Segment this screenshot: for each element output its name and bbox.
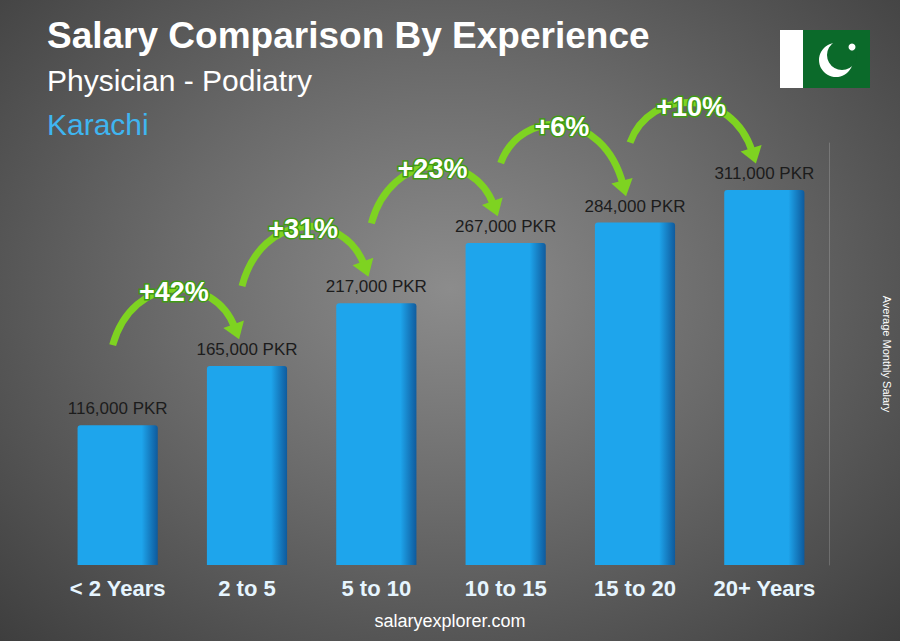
- svg-text:15 to 20: 15 to 20: [594, 576, 676, 601]
- svg-text:< 2 Years: < 2 Years: [70, 576, 166, 601]
- svg-text:5 to 10: 5 to 10: [341, 576, 411, 601]
- svg-text:Salary Comparison By Experienc: Salary Comparison By Experience: [47, 15, 650, 56]
- svg-text:+23%: +23%: [398, 154, 468, 184]
- svg-text:20+ Years: 20+ Years: [713, 576, 815, 601]
- svg-text:311,000 PKR: 311,000 PKR: [714, 164, 814, 183]
- svg-text:217,000 PKR: 217,000 PKR: [326, 277, 427, 296]
- svg-text:salaryexplorer.com: salaryexplorer.com: [374, 611, 525, 631]
- svg-text:Average Monthly Salary: Average Monthly Salary: [881, 296, 893, 413]
- svg-text:165,000 PKR: 165,000 PKR: [196, 340, 297, 359]
- svg-text:267,000 PKR: 267,000 PKR: [455, 217, 556, 236]
- svg-text:+6%: +6%: [534, 112, 589, 142]
- svg-text:Karachi: Karachi: [47, 108, 149, 141]
- svg-text:2 to 5: 2 to 5: [218, 576, 275, 601]
- svg-text:+31%: +31%: [268, 214, 338, 244]
- svg-text:116,000 PKR: 116,000 PKR: [68, 399, 168, 418]
- svg-text:284,000 PKR: 284,000 PKR: [584, 197, 685, 216]
- svg-text:10 to 15: 10 to 15: [465, 576, 547, 601]
- svg-text:Physician - Podiatry: Physician - Podiatry: [47, 64, 312, 97]
- svg-text:+10%: +10%: [656, 92, 726, 122]
- svg-text:+42%: +42%: [139, 277, 209, 307]
